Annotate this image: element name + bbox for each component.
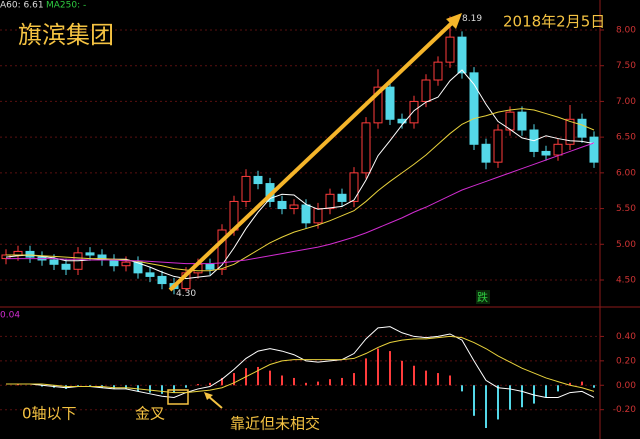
note: 金叉 xyxy=(135,405,165,423)
indicator-line xyxy=(6,326,595,398)
candle-body xyxy=(589,136,599,163)
candle-body xyxy=(541,150,551,156)
candle-body xyxy=(133,261,143,274)
candle-body xyxy=(157,275,167,285)
candle-body xyxy=(61,263,71,270)
legend-text: MA250: - xyxy=(46,1,86,11)
candle-body xyxy=(469,72,479,145)
y-tick-label: 0.40 xyxy=(616,332,636,342)
candle-body xyxy=(421,79,431,102)
y-tick-label: -0.20 xyxy=(613,405,637,415)
candle-body xyxy=(109,259,119,267)
indicator-line xyxy=(6,335,595,394)
y-tick-label: 7.50 xyxy=(616,61,636,71)
candle-body xyxy=(145,272,155,277)
date: 2018年2月5日 xyxy=(503,13,605,31)
y-tick-label: 4.50 xyxy=(616,276,636,286)
candle-body xyxy=(517,111,527,131)
candle-body xyxy=(373,86,383,124)
candle-body xyxy=(409,100,419,124)
candle-body xyxy=(385,86,395,120)
signal: 跌 xyxy=(477,290,488,304)
candle-body xyxy=(289,204,299,210)
candle-body xyxy=(433,61,443,81)
pointer xyxy=(207,395,223,409)
title: 旗滨集团 xyxy=(18,21,114,49)
candle-body xyxy=(13,250,23,256)
candle-body xyxy=(277,200,287,210)
y-tick-label: 0.00 xyxy=(616,381,636,391)
y-tick-label: 5.00 xyxy=(616,240,636,250)
indicator-line xyxy=(6,108,595,272)
y-tick-label: 6.50 xyxy=(616,133,636,143)
trough-label: 4.30 xyxy=(176,289,196,299)
candle-body xyxy=(253,175,263,185)
y-tick-label: 8.00 xyxy=(616,26,636,36)
macd-label: 0.04 xyxy=(0,311,20,321)
candle-body xyxy=(457,36,467,74)
indicator-line xyxy=(5,69,595,280)
peak-label: 8.19 xyxy=(462,14,482,24)
y-tick-label: 7.00 xyxy=(616,97,636,107)
legend-text: A60: 6.61 xyxy=(0,1,44,11)
y-tick-label: 6.00 xyxy=(616,168,636,178)
candle-body xyxy=(349,172,359,202)
candle-body xyxy=(577,118,587,138)
pointer-head xyxy=(204,392,213,400)
candle-body xyxy=(313,208,323,224)
candle-body xyxy=(85,252,95,256)
note: 靠近但未相交 xyxy=(230,415,320,433)
candle-body xyxy=(325,193,335,210)
candle-body xyxy=(337,193,347,202)
candle-body xyxy=(49,259,59,265)
candle-body xyxy=(25,250,35,258)
candle-body xyxy=(241,175,251,202)
candle-body xyxy=(505,111,515,131)
signal-box xyxy=(476,290,490,304)
candle-body xyxy=(217,229,227,270)
indicator-line xyxy=(6,142,595,265)
candle-body xyxy=(481,143,491,163)
candle-body xyxy=(301,204,311,224)
candle-body xyxy=(121,261,131,267)
candle-body xyxy=(493,129,503,163)
candle-body xyxy=(553,143,563,156)
y-tick-label: 0.20 xyxy=(616,356,636,366)
arrow-head xyxy=(446,13,462,29)
candle-body xyxy=(397,118,407,124)
note: 0轴以下 xyxy=(22,405,77,423)
y-tick-label: 5.50 xyxy=(616,204,636,214)
candle-body xyxy=(361,122,371,174)
trend-arrow xyxy=(168,18,457,292)
candle-body xyxy=(445,36,455,63)
candle-body xyxy=(205,263,215,270)
candle-body xyxy=(565,118,575,145)
highlight-box xyxy=(167,389,189,405)
